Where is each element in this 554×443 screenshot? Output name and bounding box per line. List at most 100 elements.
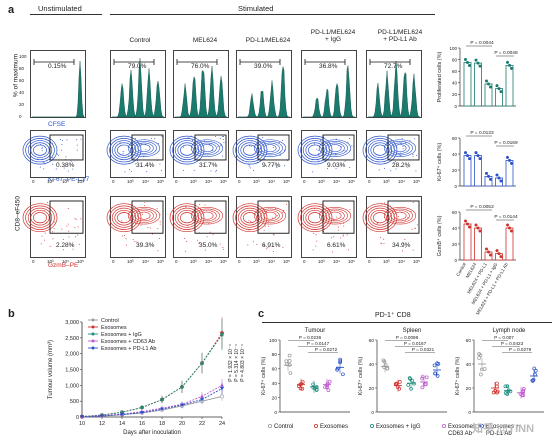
contour-ring [260, 210, 280, 222]
y-tick-label: 0 [468, 410, 471, 416]
contour-ring [137, 211, 151, 220]
event-dot [348, 249, 350, 251]
legend-marker [91, 318, 95, 322]
y-tick-label: 100 [449, 46, 457, 51]
event-dot [316, 148, 318, 150]
event-dot [183, 146, 185, 148]
contour-ring [106, 203, 142, 233]
event-dot [67, 223, 69, 225]
event-dot [402, 242, 404, 244]
event-dot [49, 245, 51, 247]
contour-ring [134, 142, 154, 154]
scatter-point [298, 386, 303, 391]
quadrant-gate [387, 200, 420, 234]
contour-ring [383, 207, 417, 225]
y-tick-label: 20 [452, 92, 458, 97]
event-dot [349, 138, 351, 140]
bar-point [468, 64, 471, 67]
event-dot [76, 144, 78, 146]
event-dot [160, 170, 162, 172]
event-dot [56, 153, 58, 155]
subplot-tumour: Tumour 0 20 40 60 80 100 Ki-67⁺ cells (%) P = 0.… [260, 328, 350, 416]
contour-ring [393, 211, 407, 220]
panel-b-xlabel: Days after inoculation [123, 430, 181, 436]
event-dot [349, 209, 351, 211]
event-dot [272, 233, 274, 235]
contour-ring [263, 144, 277, 153]
event-dot [210, 143, 212, 145]
contour-ring [30, 209, 50, 226]
event-dot [404, 219, 406, 221]
event-dot [76, 234, 78, 236]
event-dot [253, 170, 255, 172]
scatter-point [505, 384, 510, 389]
contour-ring [190, 207, 224, 225]
scatter-point [406, 383, 411, 387]
event-dot [182, 169, 184, 171]
quadrant-gate [322, 200, 355, 234]
y-tick-label: 20 [452, 168, 458, 173]
quadrant-gate [49, 134, 84, 161]
scatter-point [385, 366, 390, 371]
quadrant-gate [131, 200, 164, 234]
contour-ring [373, 212, 387, 224]
event-dot [279, 154, 281, 156]
event-dot [248, 229, 250, 231]
legend-label: Exosomes + [448, 424, 482, 430]
bar [474, 155, 482, 187]
event-dot [75, 218, 77, 220]
event-dot [400, 212, 402, 214]
event-dot [276, 167, 278, 169]
event-dot [412, 155, 414, 157]
bar-point [497, 176, 501, 180]
event-dot [197, 239, 199, 241]
event-dot [383, 238, 385, 240]
bar-point [485, 79, 488, 83]
event-dot [276, 215, 278, 217]
event-dot [263, 158, 265, 160]
contour-ring [197, 210, 217, 222]
event-dot [401, 250, 403, 252]
y-tick-label: 40 [452, 152, 458, 157]
flow-plot-graphic-r3-c5 [297, 200, 355, 253]
row3-xlabel: GzmB–PE [48, 262, 79, 269]
event-dot [416, 154, 418, 156]
contour-ring [197, 142, 217, 154]
event-dot [43, 168, 45, 170]
event-dot [335, 138, 337, 140]
scatter-point [420, 385, 425, 390]
hist-y-tick: 100 [19, 54, 27, 59]
bar-point [506, 223, 509, 227]
flow-percentage-r1-c6: 72.7% [384, 63, 403, 70]
event-dot [43, 162, 45, 164]
event-dot [136, 215, 138, 217]
event-dot [384, 202, 386, 204]
axis-tick-label: 10⁵ [77, 259, 84, 264]
bar-point [510, 229, 513, 233]
contour-ring [387, 208, 413, 223]
contour-ring [318, 139, 352, 157]
event-dot [144, 139, 146, 141]
event-dot [401, 166, 403, 168]
event-dot [191, 210, 193, 212]
event-dot [223, 248, 225, 250]
contour-ring [367, 207, 393, 228]
axis-tick-label: 10⁴ [62, 259, 69, 264]
event-dot [415, 170, 417, 172]
event-dot [74, 218, 76, 220]
event-dot [215, 136, 217, 138]
flow-percentage-r3-c5: 6.61% [327, 242, 346, 249]
event-dot [314, 208, 316, 210]
event-dot [380, 242, 382, 244]
event-dot [197, 140, 199, 142]
scatter-point [408, 377, 413, 381]
scatter-point [287, 359, 292, 363]
event-dot [134, 222, 136, 224]
event-dot [326, 143, 328, 145]
data-point [200, 361, 204, 365]
event-dot [140, 143, 142, 145]
x-tick-label: 18 [159, 421, 165, 427]
legend-label: PD-L1 Ab [486, 431, 512, 437]
event-dot [43, 210, 45, 212]
bar-point [476, 61, 480, 65]
